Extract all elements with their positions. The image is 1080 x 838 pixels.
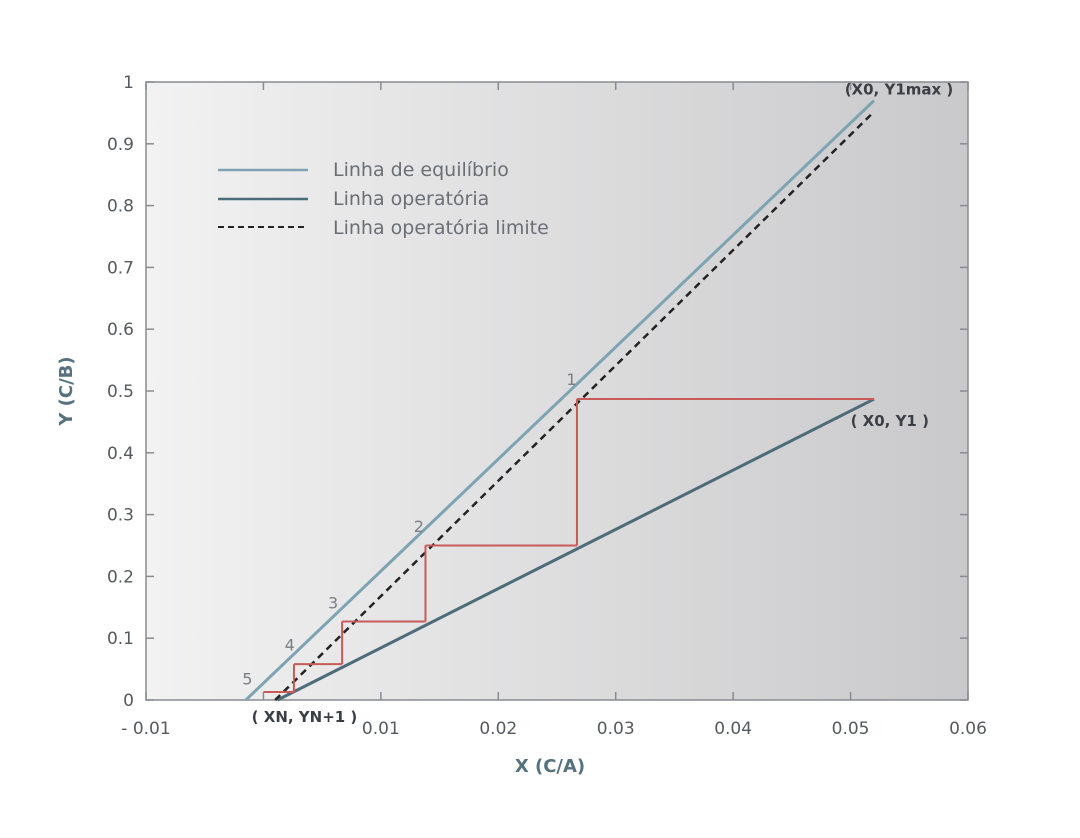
y-tick-label: 1	[123, 73, 134, 93]
x-tick-label: 0.06	[949, 719, 987, 739]
x-tick-label: - 0.01	[121, 719, 170, 739]
series-linha-operatoria	[276, 397, 875, 702]
x-tick-label: 0.02	[479, 719, 517, 739]
y-tick-label: 0.2	[107, 567, 134, 587]
stage-number-label: 2	[414, 517, 424, 536]
series-linha-equilibrio	[244, 99, 876, 702]
y-tick-label: 0.9	[107, 135, 134, 155]
stage-number-label: 5	[242, 670, 252, 689]
x-axis-title: X (C/A)	[515, 756, 585, 777]
x-tick-label: 0.05	[832, 719, 870, 739]
stage-number-label: 3	[328, 594, 338, 613]
y-tick-label: 0.1	[107, 629, 134, 649]
legend-label-equilibrio: Linha de equilíbrio	[333, 159, 509, 181]
y-tick-label: 0.7	[107, 258, 134, 278]
point-annotation: ( XN, YN+1 )	[252, 708, 358, 726]
legend-label-operatoria-limite: Linha operatória limite	[333, 217, 549, 239]
x-tick-label: 0.04	[714, 719, 752, 739]
series-linha-operatoria-limite	[274, 110, 875, 701]
y-tick-label: 0.8	[107, 197, 134, 217]
y-axis-title: Y (C/B)	[56, 356, 77, 426]
y-tick-label: 0	[123, 691, 134, 711]
point-annotation: ( X0, Y1 )	[851, 412, 929, 430]
y-tick-label: 0.3	[107, 506, 134, 526]
stage-number-label: 4	[285, 636, 295, 655]
x-tick-label: 0.03	[597, 719, 635, 739]
y-tick-label: 0.5	[107, 382, 134, 402]
y-tick-label: 0.4	[107, 444, 134, 464]
point-annotation: (X0, Y1max )	[845, 80, 954, 98]
stage-number-label: 1	[566, 370, 576, 389]
y-tick-label: 0.6	[107, 320, 134, 340]
legend-label-operatoria: Linha operatória	[333, 188, 489, 210]
legend: Linha de equilíbrio Linha operatória Lin…	[218, 159, 549, 239]
x-tick-label: 0.01	[362, 719, 400, 739]
plot-area	[145, 81, 969, 701]
